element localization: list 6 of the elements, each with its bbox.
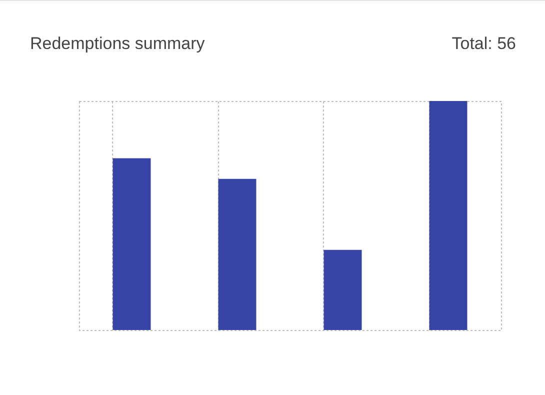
bar xyxy=(112,158,151,330)
text: Total: 56 xyxy=(452,34,516,54)
bar xyxy=(324,250,362,330)
chart-title: Redemptions summary xyxy=(30,34,205,54)
bar xyxy=(218,178,256,330)
bar xyxy=(429,101,468,330)
